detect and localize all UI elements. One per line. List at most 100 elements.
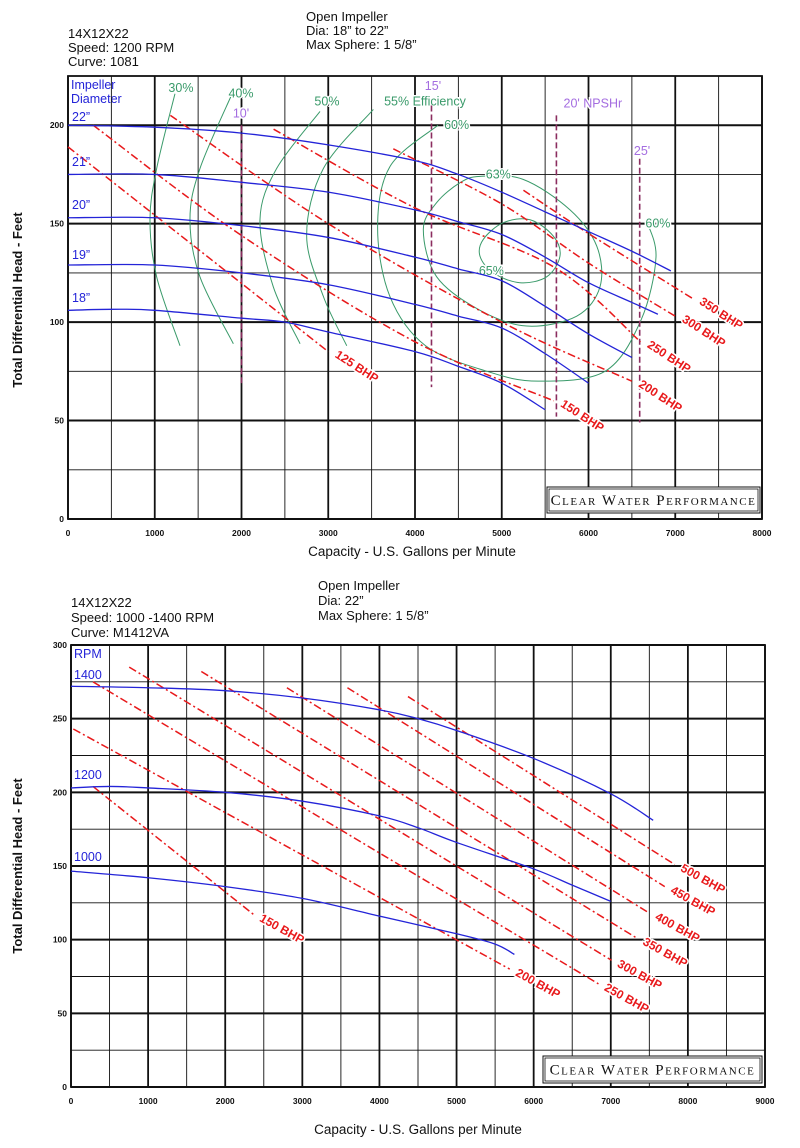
head-curve [67, 173, 659, 315]
efficiency-contour [422, 175, 603, 327]
bhp-line [200, 670, 638, 939]
bhp-line [347, 687, 666, 888]
bhp-label: 150 BHP [257, 911, 306, 947]
efficiency-label: 65% [479, 264, 504, 278]
chart1-x-axis-title: Capacity - U.S. Gallons per Minute [308, 544, 516, 559]
y-tick-label: 250 [53, 714, 67, 724]
chart2-dia: Dia: 22” [318, 593, 364, 608]
head-curve [67, 124, 672, 272]
y-tick-label: 100 [53, 935, 67, 945]
efficiency-contour [259, 111, 321, 344]
efficiency-label: 63% [486, 167, 511, 181]
efficiency-label: 30% [168, 81, 193, 95]
head-curve [70, 685, 654, 821]
npshr-label: 20' NPSHr [564, 97, 623, 111]
head-curve [70, 870, 515, 955]
x-tick-label: 0 [69, 1096, 74, 1106]
bhp-line [72, 728, 511, 970]
y-tick-label: 200 [50, 120, 64, 130]
stamp-inner-border [548, 488, 759, 512]
x-tick-label: 6000 [524, 1096, 543, 1106]
x-tick-label: 9000 [756, 1096, 775, 1106]
chart1-legend-title-line1: Impeller [71, 78, 115, 92]
head-curve-label: 1000 [74, 850, 102, 864]
y-tick-label: 150 [53, 861, 67, 871]
x-tick-label: 7000 [601, 1096, 620, 1106]
chart1-plot: 0 1000 2000 3000 4000 5000 6000 7000 8000 0 50 100 1… [50, 75, 772, 538]
y-tick-label: 300 [53, 640, 67, 650]
efficiency-label: 60% [444, 118, 469, 132]
chart2-model: 14X12X22 [71, 595, 132, 610]
npshr-label: 15' [425, 79, 441, 93]
stamp-box [542, 1055, 763, 1084]
y-tick-label: 150 [50, 219, 64, 229]
x-tick-label: 2000 [216, 1096, 235, 1106]
bhp-label: 150 BHP [558, 397, 606, 435]
efficiency-contour [149, 93, 181, 346]
chart1-curve: Curve: 1081 [68, 54, 139, 69]
stamp-inner-border [544, 1057, 761, 1082]
head-curve-label: 22” [72, 110, 90, 124]
chart1-sphere: Max Sphere: 1 5/8” [306, 37, 417, 52]
y-tick-label: 0 [62, 1082, 67, 1092]
head-curve [70, 785, 612, 902]
head-curve [67, 216, 633, 359]
bhp-line [92, 124, 555, 402]
x-tick-label: 3000 [319, 528, 338, 538]
x-tick-label: 7000 [666, 528, 685, 538]
chart1-model: 14X12X22 [68, 26, 129, 41]
stamp-box [546, 486, 761, 514]
chart2-legend-title: RPM [74, 647, 102, 661]
y-tick-label: 200 [53, 787, 67, 797]
bhp-line [169, 114, 633, 382]
bhp-line [128, 666, 612, 961]
bhp-line [92, 785, 255, 916]
x-tick-label: 4000 [406, 528, 425, 538]
bhp-line [67, 146, 329, 353]
chart2-x-axis-title: Capacity - U.S. Gallons per Minute [314, 1122, 522, 1137]
bhp-label: 250 BHP [645, 338, 693, 376]
y-tick-label: 100 [50, 317, 64, 327]
chart2-impeller: Open Impeller [318, 578, 400, 593]
efficiency-label: 40% [228, 87, 253, 101]
stamp-text: Clear Water Performance [550, 1063, 756, 1079]
x-tick-label: 4000 [370, 1096, 389, 1106]
head-curve-label: 18” [72, 291, 90, 305]
efficiency-label: 55% Efficiency [384, 95, 467, 109]
x-tick-label: 0 [66, 528, 71, 538]
chart1-impeller: Open Impeller [306, 9, 388, 24]
chart1-speed: Speed: 1200 RPM [68, 40, 174, 55]
x-tick-label: 2000 [232, 528, 251, 538]
x-tick-label: 1000 [145, 528, 164, 538]
bhp-line [407, 695, 676, 866]
bhp-line [392, 148, 676, 317]
x-tick-label: 5000 [447, 1096, 466, 1106]
x-tick-label: 8000 [678, 1096, 697, 1106]
head-curve-label: 1200 [74, 768, 102, 782]
chart2-speed: Speed: 1000 -1400 RPM [71, 610, 214, 625]
bhp-line [523, 189, 693, 300]
efficiency-label: 50% [314, 95, 339, 109]
chart2-sphere: Max Sphere: 1 5/8” [318, 608, 429, 623]
head-curve-label: 1400 [74, 668, 102, 682]
plot-border [67, 75, 763, 520]
head-curve-label: 21” [72, 155, 90, 169]
bhp-line [286, 687, 650, 914]
y-tick-label: 50 [58, 1008, 68, 1018]
head-curve-label: 20” [72, 198, 90, 212]
chart1-legend-title-line2: Diameter [71, 92, 122, 106]
chart2-y-axis-title: Total Differential Head - Feet [10, 778, 25, 954]
efficiency-contour [306, 109, 374, 346]
y-tick-label: 0 [59, 514, 64, 524]
efficiency-contour [478, 218, 561, 284]
x-tick-label: 3000 [293, 1096, 312, 1106]
chart2-plot: 0 1000 2000 3000 4000 5000 6000 7000 8000 9000 0 50… [53, 640, 775, 1106]
x-tick-label: 8000 [753, 528, 772, 538]
head-curve-label: 19” [72, 248, 90, 262]
efficiency-contour [377, 124, 657, 382]
bhp-label: 250 BHP [602, 980, 651, 1016]
npshr-label: 10' [233, 106, 249, 120]
chart1-dia: Dia: 18” to 22” [306, 23, 388, 38]
bhp-line [273, 128, 642, 343]
